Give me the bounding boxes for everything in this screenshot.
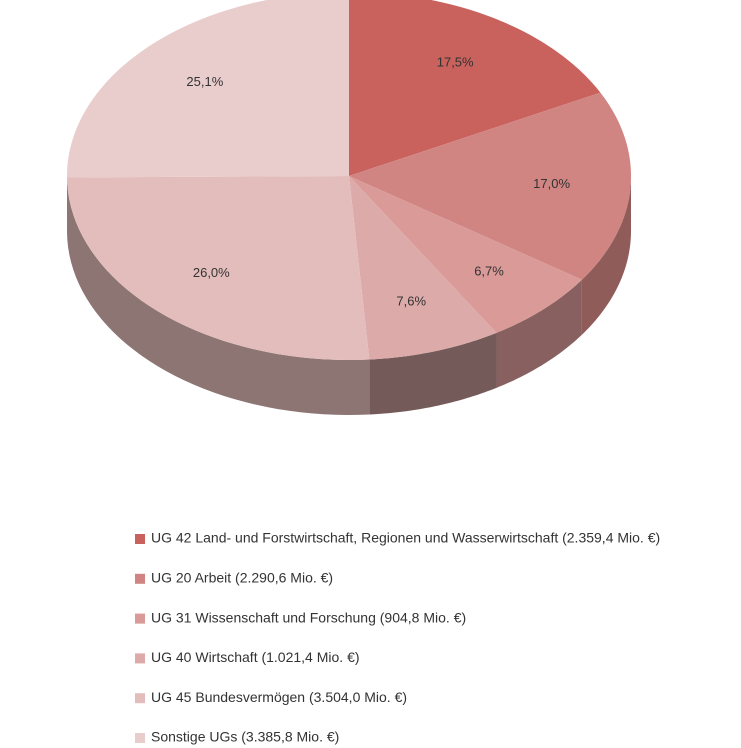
slice xyxy=(349,92,631,280)
legend-swatch xyxy=(135,693,145,704)
slice xyxy=(349,176,497,360)
slice xyxy=(349,176,582,333)
legend-label: UG 31 Wissenschaft und Forschung (904,8 … xyxy=(151,609,466,625)
data-label: 6,7% xyxy=(474,263,504,278)
legend-swatch xyxy=(135,733,145,743)
slice xyxy=(67,176,370,360)
data-label: 26,0% xyxy=(193,265,230,280)
legend-label: UG 42 Land- und Forstwirtschaft, Regione… xyxy=(151,530,660,546)
slice-side xyxy=(369,332,497,415)
slice xyxy=(67,0,349,178)
slice xyxy=(349,0,601,176)
legend-swatch xyxy=(135,653,145,664)
slice-side xyxy=(67,177,370,415)
data-label: 7,6% xyxy=(396,294,426,309)
legend-swatch xyxy=(135,534,145,544)
slice-side xyxy=(581,176,631,335)
legend-label: UG 40 Wirtschaft (1.021,4 Mio. €) xyxy=(151,649,360,665)
legend-swatch xyxy=(135,573,145,584)
legend-swatch xyxy=(135,613,145,624)
legend-label: Sonstige UGs (3.385,8 Mio. €) xyxy=(151,729,339,745)
data-label: 17,0% xyxy=(533,176,570,191)
data-label: 25,1% xyxy=(186,74,223,89)
legend-label: UG 45 Bundesvermögen (3.504,0 Mio. €) xyxy=(151,689,407,705)
legend-label: UG 20 Arbeit (2.290,6 Mio. €) xyxy=(151,570,333,586)
slice-side xyxy=(496,279,582,388)
data-label: 17,5% xyxy=(437,55,474,70)
